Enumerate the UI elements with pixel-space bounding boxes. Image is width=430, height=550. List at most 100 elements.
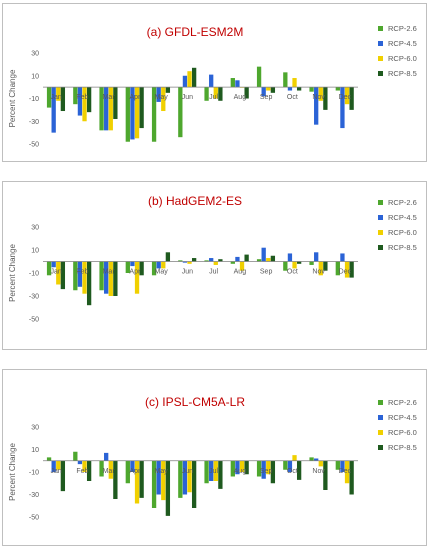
chart-svg: (b) HadGEM2-ES Percent Change 30 10 -10 -30 -5…: [8, 194, 417, 324]
x-tick-label: Sep: [260, 94, 273, 101]
bar-rcp-6-0-sep: [266, 460, 271, 475]
bar-rcp-6-0-oct: [292, 455, 297, 461]
bar-rcp-2-6-jun: [178, 260, 183, 262]
x-tick-label: Jul: [209, 269, 218, 276]
bar-rcp-2-6-aug: [230, 261, 235, 264]
bar-rcp-2-6-oct: [283, 261, 288, 271]
y-tick-label: -10: [29, 271, 39, 278]
bar-rcp-6-0-jul: [213, 87, 218, 99]
y-tick-label: -50: [29, 317, 39, 324]
bar-rcp-8-5-sep: [270, 255, 276, 262]
bar-rcp-6-0-dec: [344, 261, 350, 278]
bar-rcp-6-0-mar: [108, 261, 113, 296]
bar-rcp-2-6-sep: [256, 460, 262, 477]
bar-rcp-8-5-jul: [218, 460, 223, 489]
bar-rcp-6-0-mar: [108, 460, 113, 479]
bar-rcp-4-5-sep: [261, 87, 266, 97]
bar-rcp-2-6-oct: [283, 460, 288, 470]
bar-rcp-4-5-dec: [340, 460, 345, 472]
y-tick-label: 10: [31, 248, 39, 255]
bar-rcp-2-6-aug: [230, 78, 235, 88]
bar-rcp-2-6-jul: [204, 460, 209, 484]
bar-rcp-6-0-aug: [239, 460, 245, 472]
bar-rcp-6-0-apr: [134, 261, 140, 294]
bar-rcp-2-6-jan: [46, 87, 52, 108]
legend-label: RCP-8.5: [388, 443, 417, 452]
bar-rcp-4-5-sep: [261, 460, 266, 479]
legend-label: RCP-6.0: [388, 228, 417, 237]
bar-rcp-4-5-may: [156, 261, 161, 269]
bar-rcp-4-5-oct: [287, 87, 293, 91]
bar-rcp-8-5-jan: [60, 460, 66, 492]
x-tick-label: Jul: [209, 94, 218, 101]
legend-swatch: [378, 56, 383, 61]
x-tick-label: Dec: [339, 468, 352, 475]
bar-rcp-6-0-jun: [187, 261, 192, 264]
x-tick-label: Oct: [287, 468, 298, 475]
x-tick-label: Oct: [287, 94, 298, 101]
legend-swatch: [378, 71, 383, 76]
x-tick-label: Jun: [182, 269, 193, 276]
x-tick-label: Aug: [234, 269, 247, 276]
x-tick-label: Mar: [103, 94, 116, 101]
bar-rcp-4-5-jul: [209, 460, 214, 481]
bar-rcp-6-0-may: [161, 460, 166, 501]
bar-rcp-6-0-aug: [239, 261, 245, 271]
legend-swatch: [378, 430, 383, 435]
bar-rcp-4-5-nov: [314, 252, 319, 262]
bar-rcp-2-6-jun: [178, 87, 183, 138]
x-tick-label: Apr: [129, 468, 141, 475]
bar-rcp-8-5-may: [165, 87, 171, 93]
legend-swatch: [378, 445, 383, 450]
bar-rcp-8-5-mar: [113, 87, 118, 119]
bar-rcp-2-6-apr: [125, 261, 130, 273]
legend-swatch: [378, 400, 383, 405]
bar-rcp-2-6-jan: [46, 457, 52, 461]
y-axis-label: Percent Change: [8, 443, 17, 501]
bar-rcp-6-0-feb: [82, 261, 87, 294]
bar-rcp-6-0-dec: [344, 460, 350, 484]
legend-label: RCP-2.6: [388, 198, 417, 207]
bar-rcp-8-5-aug: [244, 460, 249, 475]
y-tick-label: 30: [31, 51, 39, 58]
bar-rcp-2-6-jul: [204, 87, 209, 101]
bar-rcp-8-5-jul: [218, 259, 223, 262]
bar-rcp-4-5-mar: [104, 452, 109, 461]
x-tick-label: Sep: [260, 468, 273, 475]
legend-swatch: [378, 26, 383, 31]
bar-rcp-8-5-jun: [191, 67, 197, 88]
bar-rcp-4-5-apr: [130, 460, 135, 472]
bar-rcp-2-6-dec: [335, 261, 340, 276]
bar-rcp-4-5-sep: [261, 247, 266, 262]
bar-rcp-4-5-dec: [340, 87, 345, 129]
y-tick-label: -30: [29, 492, 39, 499]
bar-rcp-6-0-oct: [292, 78, 297, 88]
bar-rcp-2-6-jul: [204, 260, 209, 262]
chart-panel-c: (c) IPSL-CM5A-LR Percent Change 30 10 -10 -30…: [2, 369, 427, 546]
bar-rcp-2-6-may: [151, 460, 157, 508]
bar-rcp-2-6-feb: [73, 87, 78, 105]
bar-rcp-4-5-feb: [77, 261, 83, 287]
y-tick-label: -10: [29, 470, 39, 477]
x-tick-label: Jan: [50, 269, 61, 276]
bar-rcp-2-6-jan: [46, 261, 52, 276]
bar-rcp-4-5-jan: [51, 261, 56, 268]
legend-label: RCP-2.6: [388, 24, 417, 33]
bar-rcp-6-0-jul: [213, 460, 218, 481]
y-tick-label: 30: [31, 425, 39, 432]
x-tick-label: Apr: [129, 269, 141, 276]
chart-svg: (a) GFDL-ESM2M Percent Change 30 10 -10 -30 -5…: [8, 24, 417, 149]
bar-rcp-2-6-mar: [99, 87, 104, 131]
x-tick-label: Nov: [312, 269, 325, 276]
y-tick-label: 10: [31, 73, 39, 80]
bar-rcp-8-5-apr: [139, 460, 144, 498]
x-tick-label: Aug: [234, 94, 247, 101]
bar-rcp-4-5-jan: [51, 460, 56, 472]
bar-rcp-8-5-apr: [139, 87, 144, 129]
bar-rcp-6-0-feb: [82, 460, 87, 472]
x-tick-label: May: [155, 94, 169, 101]
bar-rcp-4-5-feb: [77, 460, 83, 465]
bar-rcp-8-5-aug: [244, 87, 249, 99]
bar-rcp-8-5-oct: [296, 460, 302, 480]
bar-rcp-8-5-may: [165, 252, 171, 262]
